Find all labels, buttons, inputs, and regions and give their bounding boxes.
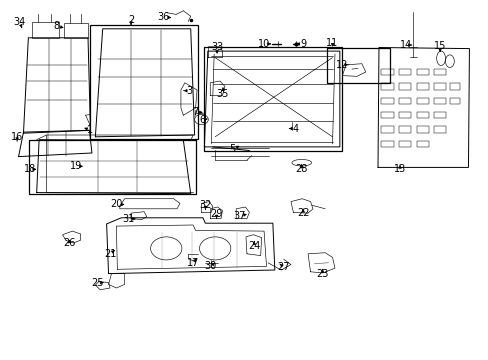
Text: 32: 32 xyxy=(199,200,211,210)
Bar xyxy=(433,112,446,118)
Text: 33: 33 xyxy=(210,42,223,52)
Text: 27: 27 xyxy=(277,262,289,272)
Bar xyxy=(433,69,446,75)
Text: 17: 17 xyxy=(186,258,199,268)
Bar xyxy=(381,83,393,90)
Bar xyxy=(381,98,393,104)
Text: 6: 6 xyxy=(199,115,204,125)
Bar xyxy=(203,47,342,151)
Bar xyxy=(433,83,446,90)
Text: 21: 21 xyxy=(103,249,116,259)
Text: 20: 20 xyxy=(110,199,122,210)
Text: 10: 10 xyxy=(257,39,270,49)
Bar xyxy=(381,112,393,118)
Bar xyxy=(381,141,393,147)
Text: 36: 36 xyxy=(157,12,170,22)
Text: 37: 37 xyxy=(233,211,245,221)
Bar xyxy=(90,25,197,139)
Text: 1: 1 xyxy=(87,125,93,135)
Bar xyxy=(433,98,446,104)
Text: 8: 8 xyxy=(53,21,59,31)
Text: 18: 18 xyxy=(24,164,37,174)
Text: 2: 2 xyxy=(128,15,134,25)
Text: 3: 3 xyxy=(186,86,192,96)
Text: 28: 28 xyxy=(295,164,307,174)
Text: 7: 7 xyxy=(192,107,198,117)
Bar xyxy=(449,98,459,104)
Text: 9: 9 xyxy=(300,39,305,49)
Text: 25: 25 xyxy=(91,278,104,288)
Bar xyxy=(398,112,410,118)
Bar xyxy=(32,22,59,38)
Bar xyxy=(63,23,88,38)
Text: 12: 12 xyxy=(335,60,348,70)
Bar xyxy=(326,48,389,83)
Bar xyxy=(416,83,428,90)
Bar xyxy=(433,126,446,133)
Bar xyxy=(416,69,428,75)
Text: 29: 29 xyxy=(210,209,223,219)
Text: 13: 13 xyxy=(393,164,406,174)
Bar xyxy=(398,141,410,147)
Text: 24: 24 xyxy=(247,240,260,251)
Text: 16: 16 xyxy=(11,132,23,142)
Bar xyxy=(398,126,410,133)
Bar xyxy=(416,126,428,133)
Text: 31: 31 xyxy=(122,214,135,224)
Bar xyxy=(29,140,195,194)
Text: 26: 26 xyxy=(63,238,76,248)
Text: 35: 35 xyxy=(216,89,229,99)
Text: 22: 22 xyxy=(296,208,309,219)
Bar xyxy=(398,98,410,104)
Bar xyxy=(416,112,428,118)
Text: 23: 23 xyxy=(316,269,328,279)
Text: 5: 5 xyxy=(229,144,235,154)
Text: 4: 4 xyxy=(292,123,298,134)
Text: 34: 34 xyxy=(13,17,26,27)
Text: 11: 11 xyxy=(325,38,338,48)
Bar xyxy=(416,98,428,104)
Text: 15: 15 xyxy=(433,41,446,51)
Bar xyxy=(449,83,459,90)
Bar xyxy=(398,69,410,75)
Text: 14: 14 xyxy=(399,40,411,50)
Bar xyxy=(398,83,410,90)
Text: 19: 19 xyxy=(69,161,82,171)
Bar xyxy=(381,126,393,133)
Bar xyxy=(381,69,393,75)
Bar xyxy=(416,141,428,147)
Text: 30: 30 xyxy=(203,261,216,271)
